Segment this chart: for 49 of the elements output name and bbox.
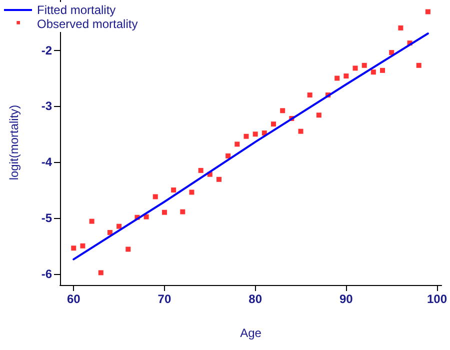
y-tick-label: -5 xyxy=(41,210,52,225)
point xyxy=(280,108,286,114)
point xyxy=(362,62,367,68)
point xyxy=(144,214,149,220)
point xyxy=(344,74,349,78)
point xyxy=(216,176,222,182)
x-tick-label: 60 xyxy=(66,292,81,306)
point xyxy=(316,112,322,118)
legend-label: Fitted mortality xyxy=(37,3,116,17)
x-axis-title: Age xyxy=(240,326,262,340)
point xyxy=(307,92,312,98)
point xyxy=(162,210,167,215)
point xyxy=(370,70,376,75)
point xyxy=(126,246,131,252)
point xyxy=(189,190,194,195)
point xyxy=(352,66,358,71)
x-tick-label: 100 xyxy=(427,292,448,306)
point xyxy=(380,68,386,73)
point xyxy=(89,218,94,224)
x-tick-label: 90 xyxy=(339,292,354,306)
legend-label: Observed mortality xyxy=(37,17,138,31)
point xyxy=(425,9,430,14)
point xyxy=(107,230,112,235)
y-axis-title: logit(mortality) xyxy=(7,104,21,180)
point xyxy=(198,168,204,173)
point xyxy=(98,270,104,276)
x-tick-label: 70 xyxy=(158,292,172,306)
y-tick-label: -3 xyxy=(41,99,52,114)
point xyxy=(252,132,258,137)
y-tick-label: -2 xyxy=(41,43,52,58)
y-tick-label: -6 xyxy=(41,266,52,281)
point xyxy=(244,134,249,139)
point xyxy=(270,122,276,127)
point xyxy=(334,76,340,81)
point xyxy=(180,209,186,214)
point xyxy=(298,128,304,134)
point xyxy=(80,243,86,248)
point xyxy=(71,246,76,251)
point xyxy=(416,62,422,68)
point xyxy=(234,142,240,147)
point xyxy=(389,50,394,56)
point xyxy=(226,153,231,158)
x-tick-label: 80 xyxy=(248,292,262,306)
point xyxy=(398,25,404,30)
line-series xyxy=(72,32,429,260)
point xyxy=(152,194,158,200)
point xyxy=(171,188,176,192)
point xyxy=(116,224,122,229)
y-tick-label: -4 xyxy=(41,155,52,170)
